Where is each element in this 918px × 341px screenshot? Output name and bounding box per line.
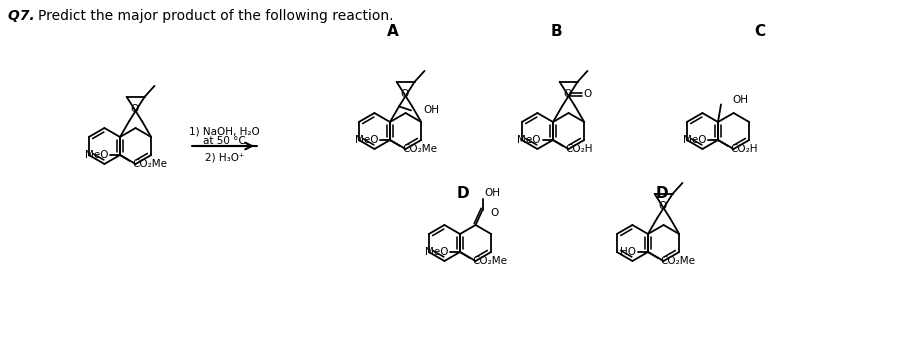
Text: O: O xyxy=(564,89,572,99)
Text: O: O xyxy=(130,104,139,114)
Text: O: O xyxy=(658,201,666,211)
Text: MeO: MeO xyxy=(424,247,448,257)
Text: C: C xyxy=(755,24,766,39)
Text: MeO: MeO xyxy=(518,135,541,145)
Text: CO₂Me: CO₂Me xyxy=(660,256,695,266)
Text: 1) NaOH, H₂O: 1) NaOH, H₂O xyxy=(189,126,260,136)
Text: OH: OH xyxy=(423,105,439,115)
Text: A: A xyxy=(387,24,399,39)
Text: Predict the major product of the following reaction.: Predict the major product of the followi… xyxy=(38,9,394,23)
Text: OH: OH xyxy=(732,95,748,105)
Text: D: D xyxy=(655,186,668,201)
Text: CO₂H: CO₂H xyxy=(730,144,757,154)
Text: Q7.: Q7. xyxy=(8,9,39,23)
Text: CO₂H: CO₂H xyxy=(565,144,592,154)
Text: MeO: MeO xyxy=(354,135,378,145)
Text: D: D xyxy=(456,186,469,201)
Text: CO₂Me: CO₂Me xyxy=(132,159,167,169)
Text: OH: OH xyxy=(485,188,500,198)
Text: CO₂Me: CO₂Me xyxy=(472,256,507,266)
Text: HO: HO xyxy=(620,247,636,257)
Text: B: B xyxy=(550,24,562,39)
Text: O: O xyxy=(584,89,592,99)
Text: 2) H₃O⁺: 2) H₃O⁺ xyxy=(205,153,244,163)
Text: at 50 °C: at 50 °C xyxy=(203,136,246,146)
Text: O: O xyxy=(490,208,498,218)
Text: MeO: MeO xyxy=(682,135,706,145)
Text: MeO: MeO xyxy=(84,150,108,160)
Text: O: O xyxy=(400,89,409,99)
Text: CO₂Me: CO₂Me xyxy=(402,144,437,154)
